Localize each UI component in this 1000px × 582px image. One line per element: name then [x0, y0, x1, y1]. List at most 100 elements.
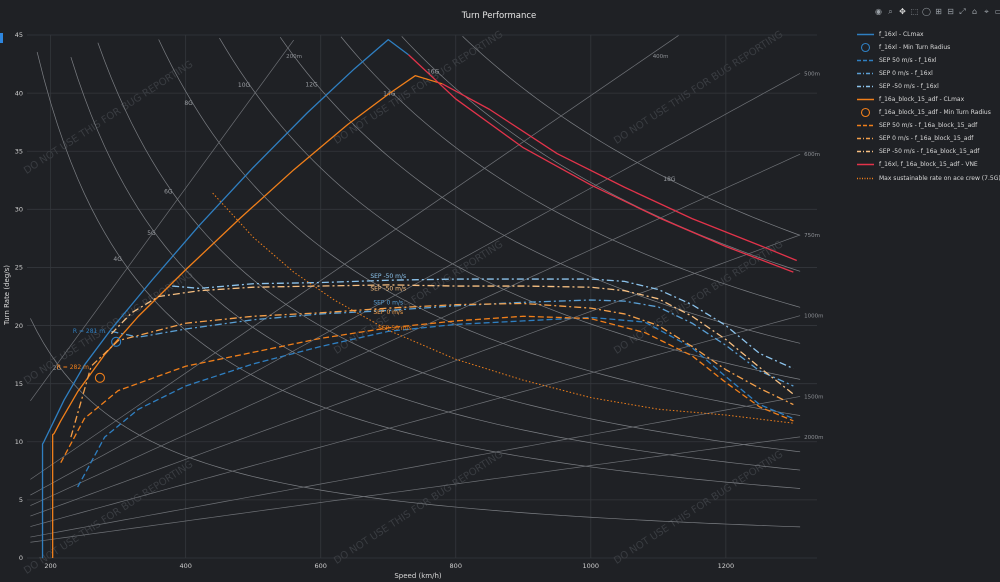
g-load-line — [401, 36, 801, 272]
legend-symbol — [857, 177, 874, 179]
g-label: 10G — [238, 82, 251, 89]
hover-closest-icon[interactable]: ▭ — [994, 7, 1000, 16]
legend-item[interactable]: SEP -50 m/s - f_16a_block_15_adf — [857, 145, 1000, 158]
y-tick-label: 45 — [15, 31, 23, 39]
autoscale-icon[interactable]: ⤢ — [959, 7, 966, 16]
lasso-select-icon[interactable]: ◯ — [922, 7, 931, 16]
box-select-icon[interactable]: ⬚ — [910, 7, 919, 16]
watermark-text: DO NOT USE THIS FOR BUG REPORTING — [332, 449, 505, 567]
g-load-line — [70, 56, 801, 471]
series-line — [172, 278, 794, 370]
legend-symbol — [857, 138, 874, 140]
legend-symbol — [857, 72, 874, 75]
legend-item[interactable]: SEP 50 m/s - f_16xl — [857, 54, 1000, 67]
y-tick-label: 20 — [15, 322, 23, 330]
g-load-line — [30, 318, 801, 528]
watermark-text: DO NOT USE THIS FOR BUG REPORTING — [22, 459, 195, 577]
legend-item[interactable]: f_16xl - Min Turn Radius — [857, 41, 1000, 54]
legend-label: f_16xl - Min Turn Radius — [879, 44, 951, 52]
legend-item[interactable]: Max sustainable rate on ace crew (7.5G) — [857, 172, 1000, 185]
legend-item[interactable]: SEP -50 m/s - f_16xl — [857, 80, 1000, 93]
y-tick-label: 30 — [15, 206, 23, 214]
g-load-line — [36, 51, 801, 489]
radius-label: 500m — [804, 71, 820, 77]
legend-label: f_16a_block_15_adf - CLmax — [879, 96, 965, 104]
watermark-text: DO NOT USE THIS FOR BUG REPORTING — [22, 59, 195, 177]
min-turn-radius-label: R = 281 m — [73, 328, 105, 335]
y-tick-label: 15 — [15, 380, 23, 388]
radius-line — [30, 153, 801, 506]
series-line — [41, 38, 409, 558]
sep-annotation: SEP -50 m/s — [370, 286, 406, 293]
g-load-line — [97, 42, 801, 453]
radius-line — [30, 39, 294, 401]
radius-line — [30, 73, 801, 496]
axes-layer: 200 400 600 800 1000 1200 0 5 10 15 20 25 30 35 40 45 — [15, 31, 734, 570]
legend-item[interactable]: SEP 50 m/s - f_16a_block_15_adf — [857, 119, 1000, 132]
x-tick-label: 1200 — [718, 562, 735, 570]
legend-symbol — [857, 33, 874, 36]
radius-label: 1000m — [804, 314, 823, 320]
y-tick-label: 35 — [15, 147, 23, 155]
y-tick-label: 5 — [19, 496, 23, 504]
y-axis-label: Turn Rate (deg/s) — [3, 265, 11, 326]
series-line — [77, 316, 794, 488]
legend-symbol — [857, 99, 874, 101]
annotation-layer: SEP -50 m/s SEP -50 m/s SEP 0 m/s SEP 0 m/s… — [370, 273, 412, 332]
legend-symbol — [857, 125, 874, 127]
sep-annotation: SEP 0 m/s — [373, 309, 403, 316]
camera-icon[interactable]: ◉ — [875, 7, 882, 16]
radius-line — [30, 436, 801, 543]
pan-icon[interactable]: ✥ — [899, 7, 906, 16]
legend-label: SEP 0 m/s - f_16xl — [879, 70, 933, 78]
g-label: 2G — [53, 365, 62, 372]
g-label: 5G — [147, 230, 156, 237]
zoom-icon[interactable]: ⌕ — [888, 7, 893, 16]
radius-line — [30, 234, 801, 517]
x-tick-label: 400 — [179, 562, 191, 570]
home-icon[interactable]: ⌂ — [971, 7, 978, 16]
radius-line — [30, 35, 679, 480]
g-load-line — [158, 39, 801, 416]
legend-symbol — [857, 59, 874, 62]
series-line — [52, 75, 443, 558]
x-tick-label: 1000 — [583, 562, 600, 570]
legend-label: SEP 0 m/s - f_16a_block_15_adf — [879, 135, 974, 143]
x-tick-label: 200 — [44, 562, 56, 570]
g-load-line — [462, 35, 801, 236]
sep-annotation: SEP -50 m/s — [370, 273, 406, 280]
sep-annotation: SEP 50 m/s — [378, 325, 412, 332]
legend-symbol — [857, 164, 874, 166]
watermark-layer: DO NOT USE THIS FOR BUG REPORTING DO NOT … — [22, 29, 785, 577]
g-load-line — [219, 37, 801, 380]
zoom-in-icon[interactable]: ⊞ — [935, 7, 942, 16]
legend-item[interactable]: f_16a_block_15_adf - Min Turn Radius — [857, 106, 1000, 119]
g-label: 4G — [113, 256, 122, 263]
sep-annotation: SEP 0 m/s — [373, 300, 403, 307]
plot-grid — [27, 34, 817, 559]
g-label: 8G — [184, 100, 193, 107]
legend-symbol — [860, 108, 871, 118]
g-label: 18G — [663, 176, 676, 183]
legend-label: SEP 50 m/s - f_16xl — [879, 57, 937, 65]
legend-item[interactable]: f_16xl - CLmax — [857, 28, 1000, 41]
x-axis-label: Speed (km/h) — [394, 572, 442, 580]
legend-item[interactable]: f_16xl, f_16a_block_15_adf - VNE — [857, 158, 1000, 171]
spike-lines-icon[interactable]: ⌖ — [984, 7, 989, 16]
watermark-text: DO NOT USE THIS FOR BUG REPORTING — [332, 239, 505, 357]
legend-label: f_16xl, f_16a_block_15_adf - VNE — [879, 161, 978, 169]
radius-label: 2000m — [804, 435, 823, 441]
legend-item[interactable]: SEP 0 m/s - f_16a_block_15_adf — [857, 132, 1000, 145]
series-line — [441, 83, 797, 262]
series-line — [408, 54, 794, 273]
legend-item[interactable]: SEP 0 m/s - f_16xl — [857, 67, 1000, 80]
chart-title: Turn Performance — [461, 11, 537, 21]
watermark-text: DO NOT USE THIS FOR BUG REPORTING — [612, 449, 785, 567]
legend-item[interactable]: f_16a_block_15_adf - CLmax — [857, 93, 1000, 106]
zoom-out-icon[interactable]: ⊟ — [947, 7, 954, 16]
radius-label: 1500m — [804, 394, 823, 400]
g-load-line — [279, 37, 801, 344]
marker-layer: R = 281 m R = 282 m — [57, 328, 122, 383]
series-line — [70, 302, 794, 438]
